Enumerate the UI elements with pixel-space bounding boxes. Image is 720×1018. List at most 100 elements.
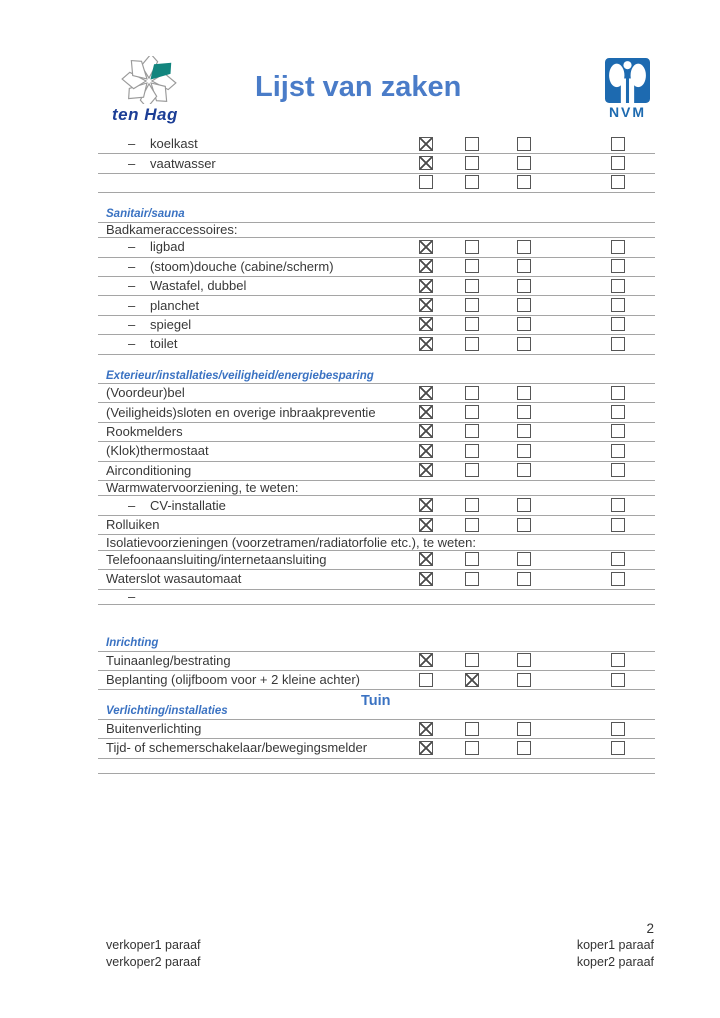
checkbox-unchecked[interactable] xyxy=(419,175,433,190)
checkbox-checked[interactable] xyxy=(419,156,433,171)
checkbox-unchecked[interactable] xyxy=(517,298,531,313)
checkbox-unchecked[interactable] xyxy=(465,405,479,420)
checkbox-unchecked[interactable] xyxy=(465,385,479,400)
checkbox-unchecked[interactable] xyxy=(465,298,479,313)
checkbox-unchecked[interactable] xyxy=(465,259,479,274)
checkbox-unchecked[interactable] xyxy=(465,517,479,532)
checkbox-unchecked[interactable] xyxy=(611,517,625,532)
checkbox-unchecked[interactable] xyxy=(611,156,625,171)
checkbox-checked[interactable] xyxy=(419,259,433,274)
checkbox-unchecked[interactable] xyxy=(465,571,479,586)
checkbox-unchecked[interactable] xyxy=(611,175,625,190)
checkbox-unchecked[interactable] xyxy=(611,653,625,668)
checkbox-unchecked[interactable] xyxy=(611,278,625,293)
checkbox-unchecked[interactable] xyxy=(465,552,479,567)
spacer-row xyxy=(98,605,655,621)
checkbox-checked[interactable] xyxy=(419,653,433,668)
checkbox-unchecked[interactable] xyxy=(465,136,479,151)
checkbox-checked[interactable] xyxy=(419,136,433,151)
checkbox-unchecked[interactable] xyxy=(611,721,625,736)
checkbox-checked[interactable] xyxy=(419,498,433,513)
checkbox-checked[interactable] xyxy=(419,517,433,532)
checkbox-unchecked[interactable] xyxy=(611,336,625,351)
checkbox-unchecked[interactable] xyxy=(611,385,625,400)
checkbox-unchecked[interactable] xyxy=(517,653,531,668)
checkbox-checked[interactable] xyxy=(419,571,433,586)
row-label: planchet xyxy=(150,297,200,313)
checkbox-unchecked[interactable] xyxy=(611,136,625,151)
checkbox-unchecked[interactable] xyxy=(611,259,625,274)
checkbox-unchecked[interactable] xyxy=(611,740,625,755)
row-label: (Klok)thermostaat xyxy=(106,443,209,459)
checkbox-unchecked[interactable] xyxy=(465,498,479,513)
list-dash: – xyxy=(128,588,136,604)
checkbox-unchecked[interactable] xyxy=(517,571,531,586)
checkbox-checked[interactable] xyxy=(419,278,433,293)
checkbox-unchecked[interactable] xyxy=(517,463,531,478)
checkbox-unchecked[interactable] xyxy=(465,463,479,478)
checkbox-unchecked[interactable] xyxy=(611,443,625,458)
checkbox-unchecked[interactable] xyxy=(465,443,479,458)
checkbox-unchecked[interactable] xyxy=(419,672,433,687)
list-dash: – xyxy=(128,316,136,332)
checkbox-checked[interactable] xyxy=(419,552,433,567)
checkbox-checked[interactable] xyxy=(419,721,433,736)
checkbox-unchecked[interactable] xyxy=(517,443,531,458)
checkbox-unchecked[interactable] xyxy=(517,498,531,513)
checkbox-unchecked[interactable] xyxy=(465,175,479,190)
checkbox-unchecked[interactable] xyxy=(465,317,479,332)
checkbox-unchecked[interactable] xyxy=(465,653,479,668)
row-label: Sanitair/sauna xyxy=(106,207,185,220)
checkbox-unchecked[interactable] xyxy=(465,156,479,171)
checkbox-checked[interactable] xyxy=(419,405,433,420)
checkbox-unchecked[interactable] xyxy=(611,317,625,332)
checkbox-unchecked[interactable] xyxy=(517,424,531,439)
checkbox-unchecked[interactable] xyxy=(517,517,531,532)
checkbox-unchecked[interactable] xyxy=(517,175,531,190)
checkbox-checked[interactable] xyxy=(419,443,433,458)
checkbox-unchecked[interactable] xyxy=(517,721,531,736)
checkbox-unchecked[interactable] xyxy=(611,298,625,313)
checkbox-unchecked[interactable] xyxy=(611,552,625,567)
checkbox-unchecked[interactable] xyxy=(465,278,479,293)
checkbox-unchecked[interactable] xyxy=(611,672,625,687)
checkbox-unchecked[interactable] xyxy=(517,278,531,293)
checkbox-unchecked[interactable] xyxy=(611,498,625,513)
checkbox-unchecked[interactable] xyxy=(517,552,531,567)
checkbox-unchecked[interactable] xyxy=(517,136,531,151)
checkbox-checked[interactable] xyxy=(465,672,479,687)
checkbox-checked[interactable] xyxy=(419,317,433,332)
checkbox-checked[interactable] xyxy=(419,385,433,400)
checkbox-checked[interactable] xyxy=(419,298,433,313)
checkbox-checked[interactable] xyxy=(419,740,433,755)
checkbox-unchecked[interactable] xyxy=(517,740,531,755)
checkbox-unchecked[interactable] xyxy=(465,424,479,439)
checkbox-unchecked[interactable] xyxy=(465,239,479,254)
checkbox-unchecked[interactable] xyxy=(517,385,531,400)
checkbox-unchecked[interactable] xyxy=(465,336,479,351)
checkbox-unchecked[interactable] xyxy=(611,571,625,586)
page-number: 2 xyxy=(646,921,654,936)
checkbox-unchecked[interactable] xyxy=(517,405,531,420)
checkbox-unchecked[interactable] xyxy=(517,239,531,254)
nvm-logo: NVM xyxy=(603,58,652,120)
checkbox-checked[interactable] xyxy=(419,463,433,478)
checkbox-unchecked[interactable] xyxy=(611,405,625,420)
row-label: (stoom)douche (cabine/scherm) xyxy=(150,258,334,274)
checkbox-unchecked[interactable] xyxy=(611,424,625,439)
checkbox-checked[interactable] xyxy=(419,424,433,439)
checkbox-checked[interactable] xyxy=(419,336,433,351)
checkbox-unchecked[interactable] xyxy=(611,239,625,254)
checkbox-unchecked[interactable] xyxy=(517,259,531,274)
row-label: Airconditioning xyxy=(106,462,192,478)
checkbox-unchecked[interactable] xyxy=(517,156,531,171)
checkbox-checked[interactable] xyxy=(419,239,433,254)
table-row: Beplanting (olijfboom voor + 2 kleine ac… xyxy=(98,671,655,691)
list-dash: – xyxy=(128,297,136,313)
checkbox-unchecked[interactable] xyxy=(517,317,531,332)
checkbox-unchecked[interactable] xyxy=(517,336,531,351)
checkbox-unchecked[interactable] xyxy=(611,463,625,478)
checkbox-unchecked[interactable] xyxy=(465,721,479,736)
checkbox-unchecked[interactable] xyxy=(465,740,479,755)
checkbox-unchecked[interactable] xyxy=(517,672,531,687)
